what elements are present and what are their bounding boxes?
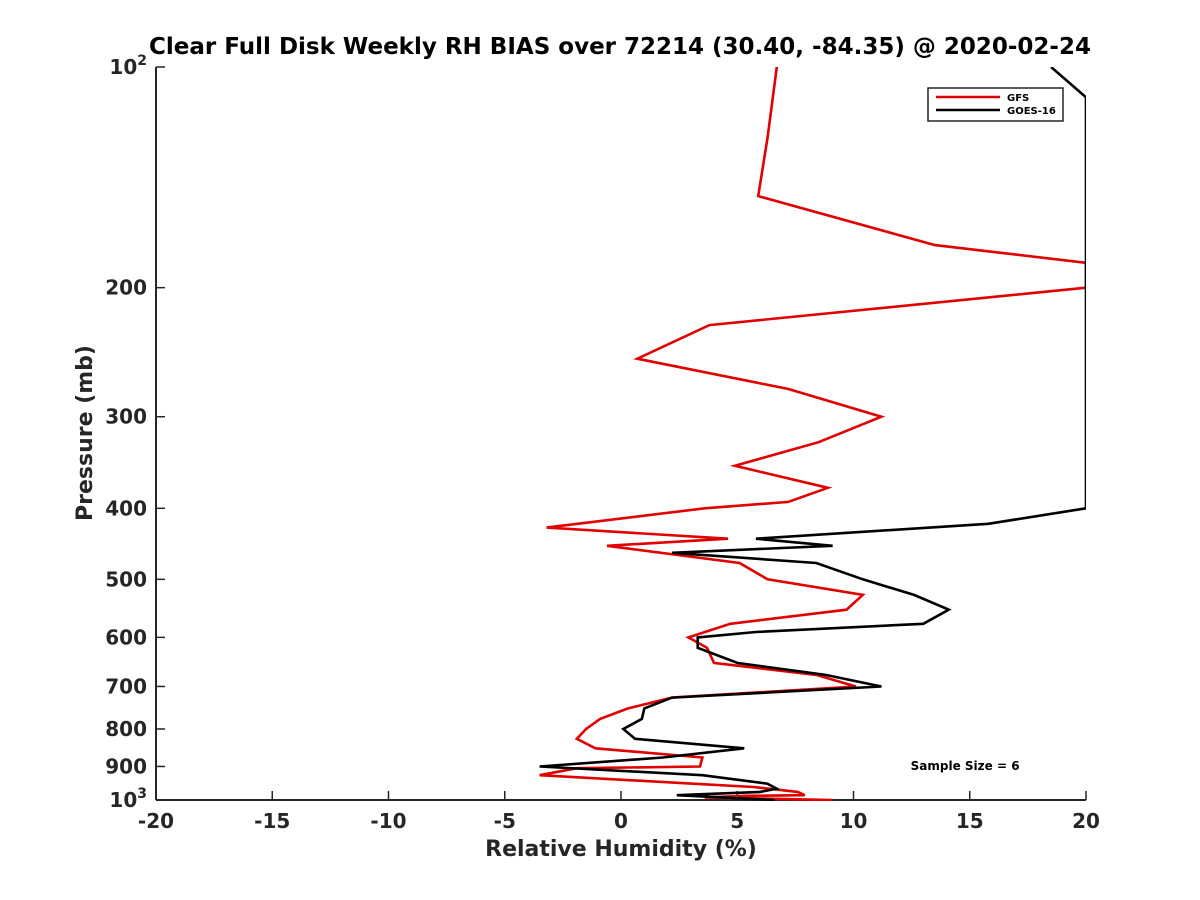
data-series: [539, 67, 1086, 801]
y-tick-label: 700: [105, 674, 147, 698]
annotations: Sample Size = 6: [911, 759, 1020, 773]
y-axis-label: Pressure (mb): [73, 345, 98, 521]
y-tick-label: 500: [105, 567, 147, 591]
x-tick-label: -15: [254, 809, 290, 833]
legend-box: [927, 87, 1064, 122]
series-line-goes-16: [539, 67, 1086, 801]
y-tick-label: 102: [109, 53, 147, 79]
axes: -20 -15 -10 -5 0 5 10 15 20 102 200 300 400 500 600 700…: [105, 53, 1100, 833]
x-tick-label: -20: [138, 809, 174, 833]
legend-label: GFS: [1007, 93, 1029, 104]
legend-label: GOES-16: [1007, 106, 1056, 117]
x-tick-label: 5: [730, 809, 744, 833]
x-tick-label: 20: [1072, 809, 1100, 833]
x-tick-label: 0: [614, 809, 628, 833]
x-tick-label: -5: [494, 809, 516, 833]
x-axis-label: Relative Humidity (%): [485, 837, 757, 862]
x-tick-label: 15: [956, 809, 984, 833]
y-tick-label: 900: [105, 754, 147, 778]
y-tick-label: 200: [105, 276, 147, 300]
y-tick-label: 600: [105, 625, 147, 649]
x-tick-label: -10: [370, 809, 406, 833]
y-tick-label: 103: [109, 786, 147, 812]
chart-title: Clear Full Disk Weekly RH BIAS over 7221…: [149, 34, 1091, 60]
y-tick-label: 400: [105, 496, 147, 520]
series-line-gfs: [539, 67, 1086, 801]
legend: GFS GOES-16: [927, 87, 1064, 122]
x-tick-label: 10: [840, 809, 868, 833]
sample-size-annotation: Sample Size = 6: [911, 759, 1020, 773]
y-tick-label: 300: [105, 405, 147, 429]
y-tick-label: 800: [105, 717, 147, 741]
